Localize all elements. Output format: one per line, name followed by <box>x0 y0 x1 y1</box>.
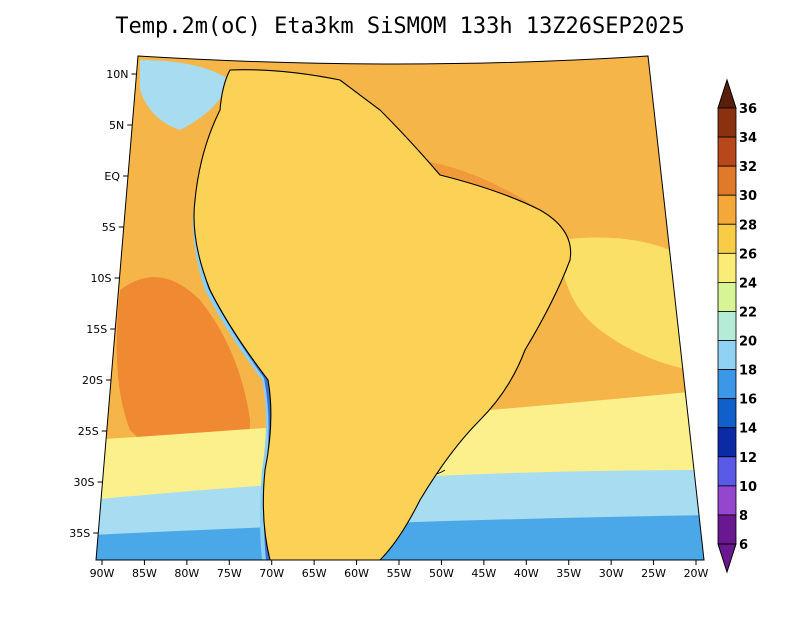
colorbar-segment <box>717 514 737 545</box>
lon-tick-label: 30W <box>599 567 624 580</box>
colorbar-label: 26 <box>739 247 757 262</box>
colorbar-min-arrow <box>717 543 737 574</box>
colorbar-label: 6 <box>739 538 748 553</box>
colorbar-label: 12 <box>739 451 757 466</box>
lon-tick-label: 60W <box>344 567 369 580</box>
lon-tick-label: 80W <box>174 567 199 580</box>
lon-tick-label: 20W <box>684 567 709 580</box>
lat-tick-label: EQ <box>104 170 120 183</box>
lat-tick-label: 5N <box>109 119 124 132</box>
pacific-warm-region <box>116 277 251 480</box>
lon-tick-label: 55W <box>387 567 412 580</box>
colorbar-segment <box>717 427 737 458</box>
temperature-field <box>96 56 704 560</box>
colorbar-segment <box>717 369 737 400</box>
colorbar-label: 22 <box>739 305 757 320</box>
colorbar-label: 36 <box>739 102 757 117</box>
colorbar-label: 32 <box>739 160 757 175</box>
colorbar-segment <box>717 136 737 167</box>
lon-tick-label: 90W <box>90 567 115 580</box>
lat-tick-label: 25S <box>78 425 99 438</box>
colorbar-max-arrow <box>717 78 737 109</box>
colorbar-segment <box>717 311 737 341</box>
lat-tick-label: 35S <box>69 527 90 540</box>
southern-ocean-cold <box>96 515 704 560</box>
colorbar-segment <box>717 398 737 429</box>
colorbar-segment <box>717 281 737 312</box>
lon-tick-label: 45W <box>471 567 496 580</box>
colorbar-label: 18 <box>739 364 757 379</box>
colorbar-segment <box>717 165 737 196</box>
latitude-axis: 10N 5N EQ 5S 10S 15S 20S 25S 30S 35S <box>69 68 137 540</box>
colorbar-segment <box>717 340 737 370</box>
colorbar-segment <box>717 485 737 516</box>
lat-tick-label: 5S <box>102 221 116 234</box>
colorbar-label: 30 <box>739 189 757 204</box>
colorbar-label: 10 <box>739 480 757 495</box>
lon-tick-label: 85W <box>132 567 157 580</box>
lon-tick-label: 75W <box>217 567 242 580</box>
colorbar-label: 8 <box>739 509 748 524</box>
lat-tick-label: 20S <box>82 374 103 387</box>
colorbar-segment <box>717 456 737 487</box>
lon-tick-label: 50W <box>429 567 454 580</box>
lon-tick-label: 65W <box>302 567 327 580</box>
colorbar-segment <box>717 194 737 225</box>
longitude-axis: 90W 85W 80W 75W 70W 65W 60W 55W 50W 45W 40W 35W 30W 2… <box>90 560 709 580</box>
colorbar-label: 34 <box>739 131 757 146</box>
colorbar-label: 28 <box>739 218 757 233</box>
lon-tick-label: 40W <box>514 567 539 580</box>
caribbean-cool-region <box>140 60 230 130</box>
lat-tick-label: 30S <box>74 476 95 489</box>
lat-tick-label: 15S <box>86 323 107 336</box>
colorbar: 36 34 32 30 28 26 24 22 20 18 16 14 12 10 8 6 <box>717 78 757 574</box>
colorbar-segment <box>717 252 737 283</box>
lon-tick-label: 25W <box>641 567 666 580</box>
map-title: Temp.2m(oC) Eta3km SiSMOM 133h 13Z26SEP2… <box>115 14 685 39</box>
colorbar-label: 20 <box>739 335 757 350</box>
colorbar-label: 16 <box>739 393 757 408</box>
lat-tick-label: 10S <box>91 272 112 285</box>
lon-tick-label: 35W <box>556 567 581 580</box>
atlantic-warm-region <box>560 237 690 370</box>
colorbar-segment <box>717 107 737 138</box>
lon-tick-label: 70W <box>259 567 284 580</box>
lat-tick-label: 10N <box>106 68 128 81</box>
colorbar-segment <box>717 223 737 254</box>
colorbar-label: 24 <box>739 276 757 291</box>
colorbar-label: 14 <box>739 422 757 437</box>
